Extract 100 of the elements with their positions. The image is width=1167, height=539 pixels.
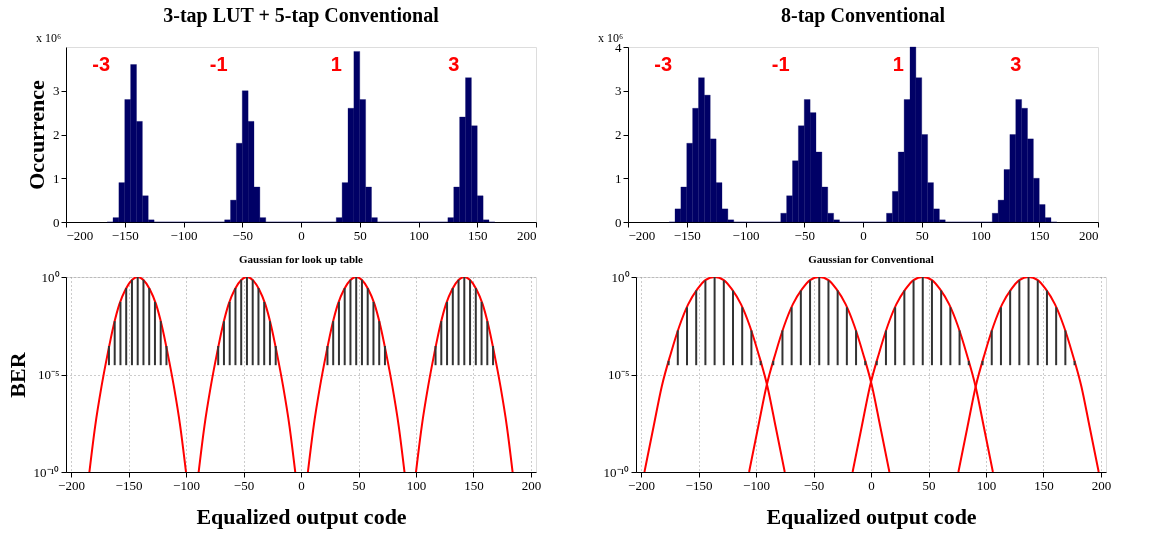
bar bbox=[142, 279, 145, 366]
bar bbox=[990, 330, 993, 366]
bar bbox=[1027, 277, 1030, 366]
x-tick-label: 200 bbox=[1079, 227, 1099, 243]
bar bbox=[451, 288, 454, 366]
x-tick-label: 150 bbox=[468, 227, 488, 243]
bar bbox=[153, 301, 156, 366]
bar bbox=[217, 345, 220, 366]
bar bbox=[750, 330, 753, 366]
bar bbox=[107, 345, 110, 366]
bar bbox=[480, 301, 483, 366]
bar bbox=[855, 330, 858, 366]
bar bbox=[912, 280, 915, 366]
text: x 10⁶ bbox=[598, 31, 624, 45]
bar bbox=[790, 307, 793, 366]
bar bbox=[809, 280, 812, 366]
x-tick-label: −150 bbox=[115, 477, 143, 493]
bar bbox=[263, 301, 266, 366]
y-tick-label: 10⁻⁵ bbox=[607, 367, 630, 382]
y-tick-label: 3 bbox=[53, 83, 60, 99]
bar bbox=[360, 279, 363, 366]
bar bbox=[1064, 330, 1067, 366]
x-tick-label: 200 bbox=[1091, 477, 1112, 493]
x-tick-label: 50 bbox=[915, 227, 929, 243]
y-tick-label: 1 bbox=[615, 170, 622, 186]
line-series bbox=[197, 277, 297, 472]
x-tick-label: −100 bbox=[743, 477, 770, 493]
bar bbox=[355, 277, 358, 366]
bar bbox=[148, 288, 151, 366]
annotation: 1 bbox=[892, 53, 904, 75]
x-tick-label: −150 bbox=[685, 477, 713, 493]
y-tick-label: 2 bbox=[53, 127, 60, 142]
annotation: -3 bbox=[654, 53, 673, 75]
bar bbox=[1045, 290, 1048, 366]
x-tick-label: 150 bbox=[1030, 227, 1050, 243]
bar bbox=[165, 345, 168, 366]
y-tick-label: 10⁻¹⁰ bbox=[603, 464, 630, 480]
line-series bbox=[88, 277, 187, 472]
bar bbox=[799, 290, 802, 366]
x-tick-label: −200 bbox=[628, 477, 655, 493]
x-tick-label: −200 bbox=[628, 227, 656, 243]
line-series bbox=[415, 277, 514, 472]
bar bbox=[240, 279, 243, 366]
bar bbox=[1036, 280, 1039, 366]
bar bbox=[713, 277, 716, 366]
bar bbox=[884, 330, 887, 366]
bar bbox=[136, 277, 139, 366]
bar bbox=[940, 290, 943, 366]
chart-title: Gaussian for look up table bbox=[239, 253, 364, 265]
x-tick-label: 50 bbox=[353, 227, 367, 243]
y-axis-title: Occurrence bbox=[24, 80, 49, 190]
bar bbox=[159, 321, 162, 366]
bar bbox=[818, 277, 821, 366]
x-tick-label: 0 bbox=[860, 227, 867, 243]
y-tick-label: 0 bbox=[53, 214, 60, 230]
bar bbox=[949, 307, 952, 366]
bar bbox=[440, 321, 443, 366]
annotation: 3 bbox=[1010, 53, 1022, 75]
bar bbox=[130, 279, 133, 366]
bar bbox=[732, 290, 734, 366]
x-tick-label: 200 bbox=[521, 477, 542, 493]
bar bbox=[486, 321, 489, 366]
x-tick-label: −50 bbox=[794, 227, 815, 243]
y-tick-label: 10⁻¹⁰ bbox=[33, 464, 60, 480]
x-tick-label: −200 bbox=[58, 477, 85, 493]
y-tick-label: 10⁰ bbox=[611, 269, 630, 285]
x-tick-label: −150 bbox=[111, 227, 139, 243]
y-tick-label: 2 bbox=[615, 127, 622, 142]
bar bbox=[113, 321, 116, 366]
x-tick-label: −100 bbox=[732, 227, 760, 243]
bar bbox=[1055, 307, 1058, 366]
x-axis-title: Equalized output code bbox=[766, 503, 977, 529]
bar bbox=[383, 345, 386, 366]
x-tick-label: 200 bbox=[517, 227, 537, 243]
x-tick-label: −200 bbox=[66, 227, 94, 243]
x-tick-label: −100 bbox=[173, 477, 200, 493]
y-tick-label: 0 bbox=[615, 214, 622, 230]
y-tick-label: 10⁰ bbox=[41, 269, 60, 285]
bar bbox=[274, 345, 277, 366]
annotation: -3 bbox=[92, 53, 111, 75]
x-tick-label: 100 bbox=[976, 477, 997, 493]
annotation: 3 bbox=[448, 53, 460, 75]
y-tick-label: 1 bbox=[53, 170, 60, 186]
bar bbox=[1009, 290, 1012, 366]
chart-title: 3-tap LUT + 5-tap Conventional bbox=[163, 4, 440, 27]
annotation: 1 bbox=[330, 53, 342, 75]
bar bbox=[695, 290, 698, 366]
bar bbox=[999, 307, 1002, 366]
bar bbox=[1018, 280, 1021, 366]
bar bbox=[337, 301, 340, 366]
bar bbox=[722, 280, 725, 366]
x-tick-label: 150 bbox=[1034, 477, 1054, 493]
bar bbox=[930, 280, 933, 366]
text: x 10⁶ bbox=[36, 31, 62, 45]
bar bbox=[469, 279, 472, 366]
bar bbox=[343, 288, 346, 366]
x-tick-label: −50 bbox=[233, 477, 255, 493]
bar bbox=[686, 307, 688, 366]
bar bbox=[332, 321, 335, 366]
x-tick-label: −50 bbox=[803, 477, 825, 493]
